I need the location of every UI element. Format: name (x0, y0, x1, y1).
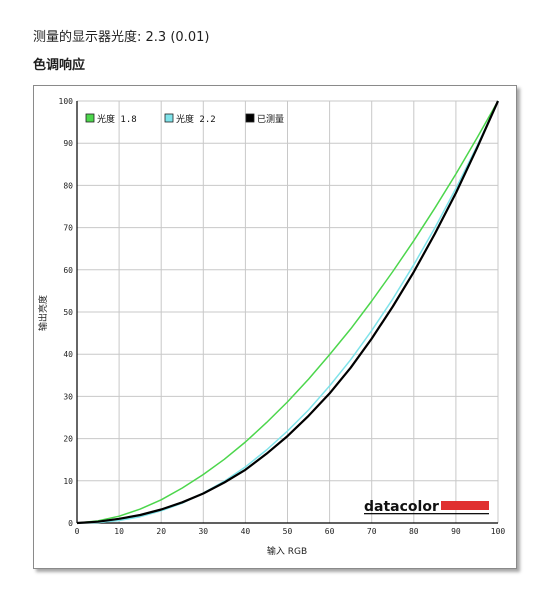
chart-panel: 0 10 20 30 40 50 60 70 80 90 100 0 10 20 30 40 50 60 70 80… (33, 85, 517, 569)
y-tick-label: 0 (68, 519, 73, 528)
legend-label-3: 已测量 (257, 114, 284, 125)
y-tick-label: 20 (63, 435, 73, 444)
x-tick-label: 50 (283, 527, 293, 536)
x-tick-label: 30 (198, 527, 208, 536)
y-tick-label: 70 (63, 224, 73, 233)
measured-gamma-label: 测量的显示器光度: (33, 30, 142, 45)
tone-response-chart: 0 10 20 30 40 50 60 70 80 90 100 0 10 20 30 40 50 60 70 80… (37, 97, 506, 557)
y-tick-label: 40 (63, 350, 73, 359)
legend-swatch-1 (85, 113, 95, 123)
x-tick-labels: 0 10 20 30 40 50 60 70 80 90 100 (75, 527, 506, 536)
y-tick-label: 50 (63, 308, 73, 317)
y-axis-label: 输出亮度 (37, 295, 49, 331)
x-tick-label: 60 (325, 527, 335, 536)
y-tick-label: 10 (63, 477, 73, 486)
legend-label-2: 光度 2.2 (176, 113, 216, 125)
y-tick-label: 90 (63, 139, 73, 148)
series-line-1 (76, 100, 499, 524)
series-line-3 (76, 100, 500, 525)
y-tick-label: 30 (63, 392, 73, 401)
x-tick-label: 100 (491, 527, 506, 536)
y-tick-label: 60 (63, 266, 73, 275)
legend-swatch-3 (245, 113, 255, 123)
axes (76, 101, 498, 524)
grid-lines (76, 100, 499, 524)
x-tick-label: 10 (114, 527, 124, 536)
x-tick-label: 20 (156, 527, 166, 536)
x-tick-label: 80 (409, 527, 419, 536)
y-tick-labels: 0 10 20 30 40 50 60 70 80 90 100 (59, 97, 74, 528)
x-tick-label: 70 (367, 527, 377, 536)
legend-swatch-2 (164, 113, 174, 123)
series-line-2 (76, 100, 499, 524)
measured-gamma-heading: 测量的显示器光度: 2.3 (0.01) (33, 26, 209, 45)
section-title: 色调响应 (33, 58, 86, 73)
legend: 光度 1.8 光度 2.2 已测量 (85, 113, 284, 125)
x-tick-label: 0 (75, 527, 80, 536)
x-tick-label: 40 (241, 527, 251, 536)
measured-gamma-value: 2.3 (0.01) (145, 30, 210, 45)
logo-underline (364, 513, 489, 515)
series-lines (76, 100, 500, 525)
x-tick-label: 90 (451, 527, 461, 536)
y-tick-label: 100 (59, 97, 74, 106)
y-tick-label: 80 (63, 181, 73, 190)
x-axis-label: 输入 RGB (267, 545, 307, 557)
logo-text: datacolor (364, 499, 439, 515)
datacolor-logo: datacolor (364, 499, 489, 515)
legend-label-1: 光度 1.8 (97, 113, 137, 125)
logo-bar (441, 501, 489, 510)
